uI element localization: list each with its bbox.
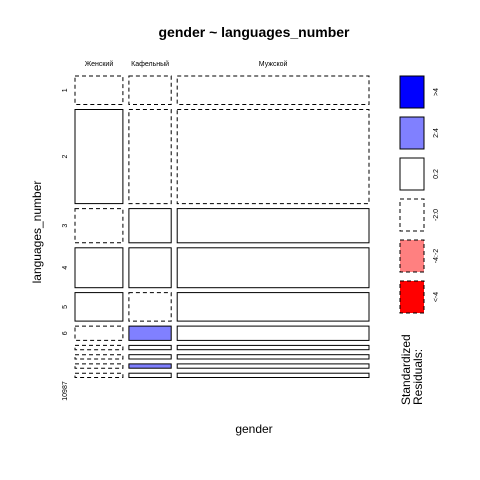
legend-swatch — [399, 280, 425, 314]
mosaic-cell — [128, 247, 172, 289]
mosaic-cell — [128, 354, 172, 360]
legend-swatch — [399, 116, 425, 150]
legend-swatch — [399, 198, 425, 232]
mosaic-cell — [128, 325, 172, 341]
mosaic-cell — [128, 109, 172, 205]
mosaic-cell — [128, 208, 172, 244]
mosaic-cell — [74, 247, 124, 289]
mosaic-cell — [176, 208, 370, 244]
legend-label: >4 — [433, 88, 440, 96]
mosaic-cell — [176, 354, 370, 360]
mosaic-cell — [74, 372, 124, 379]
mosaic-cell — [74, 363, 124, 369]
mosaic-cell — [176, 247, 370, 289]
row-label: 1 — [62, 88, 69, 92]
legend-label: <-4 — [433, 292, 440, 302]
legend-swatch — [399, 239, 425, 273]
mosaic-cell — [128, 344, 172, 351]
mosaic-cell — [74, 208, 124, 244]
column-label: Женский — [85, 60, 114, 68]
row-labels: 1 2 3 4 5 6 — [62, 88, 69, 335]
mosaic-cell — [74, 109, 124, 205]
column-label: Кафельный — [131, 60, 169, 68]
y-axis-label: languages_number — [30, 181, 44, 284]
legend-label: 0:2 — [433, 169, 440, 179]
legend-title-line1: Standardized — [399, 334, 413, 405]
column-labels: Женский Кафельный Мужской — [85, 60, 288, 68]
mosaic-cell — [176, 325, 370, 341]
legend-title-line2: Residuals: — [411, 349, 425, 405]
mosaic-cell — [176, 75, 370, 105]
legend-swatch — [399, 157, 425, 191]
chart-title: gender ~ languages_number — [159, 24, 351, 40]
row-axis-small-labels: 10987 — [62, 381, 69, 401]
mosaic-cell — [74, 75, 124, 105]
mosaic-cell — [74, 325, 124, 341]
row-label: 3 — [62, 224, 69, 228]
mosaic-cell — [74, 292, 124, 322]
residuals-legend: >4 2:4 0:2 -2:0 -4:-2 <-4 — [399, 75, 440, 314]
row-label: 6 — [62, 331, 69, 335]
legend-label: -4:-2 — [433, 249, 440, 264]
mosaic-cell — [74, 354, 124, 360]
mosaic-cell — [128, 363, 172, 369]
mosaic-cell — [176, 363, 370, 369]
legend-label: -2:0 — [433, 209, 440, 221]
mosaic-cell — [128, 75, 172, 105]
mosaic-cell — [176, 372, 370, 379]
mosaic-cell — [176, 344, 370, 351]
legend-label: 2:4 — [433, 128, 440, 138]
mosaic-cell — [176, 292, 370, 322]
column-label: Мужской — [259, 60, 288, 68]
mosaic-cell — [128, 292, 172, 322]
mosaic-cell — [74, 344, 124, 351]
mosaic-cell — [128, 372, 172, 379]
mosaic-cell — [176, 109, 370, 205]
mosaic-cells — [74, 75, 370, 379]
x-axis-label: gender — [235, 422, 272, 436]
row-label: 4 — [62, 266, 69, 270]
row-label: 2 — [62, 154, 69, 158]
legend-swatch — [399, 75, 425, 109]
row-label: 5 — [62, 305, 69, 309]
